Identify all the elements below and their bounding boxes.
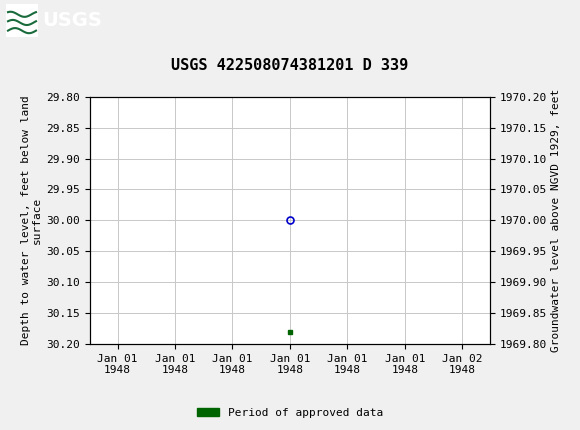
Legend: Period of approved data: Period of approved data [193, 403, 387, 422]
Y-axis label: Depth to water level, feet below land
surface: Depth to water level, feet below land su… [21, 95, 42, 345]
Y-axis label: Groundwater level above NGVD 1929, feet: Groundwater level above NGVD 1929, feet [551, 89, 561, 352]
Bar [6, 4, 38, 37]
Text: USGS: USGS [42, 11, 102, 30]
Text: USGS 422508074381201 D 339: USGS 422508074381201 D 339 [171, 58, 409, 73]
